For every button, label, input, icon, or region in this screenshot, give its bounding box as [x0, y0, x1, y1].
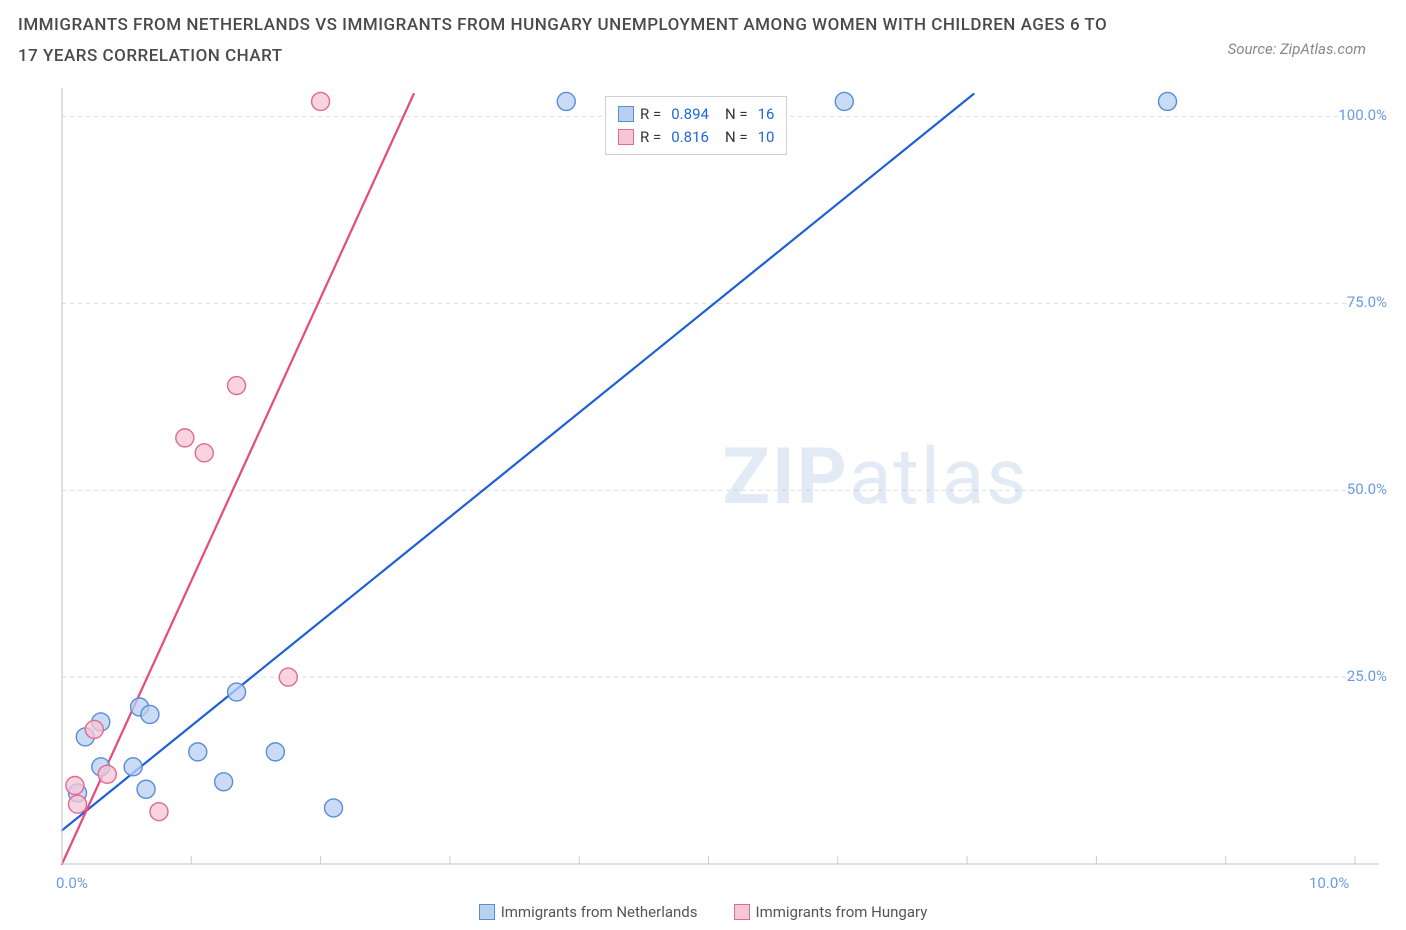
legend-row: R = 0.816 N = 10 [618, 126, 774, 149]
series-legend-item: Immigrants from Hungary [734, 903, 928, 921]
legend-n-value: 16 [758, 103, 775, 126]
chart-area: Unemployment Among Women with Children A… [50, 84, 1385, 874]
plot-svg [60, 84, 1385, 874]
legend-swatch [618, 129, 634, 145]
source-name: ZipAtlas.com [1280, 40, 1366, 58]
y-tick-label: 100.0% [1338, 106, 1387, 124]
x-tick-label: 0.0% [56, 874, 88, 892]
series-legend-label: Immigrants from Netherlands [501, 903, 698, 921]
source-attribution: Source: ZipAtlas.com [1228, 40, 1366, 58]
legend-r-value: 0.816 [671, 126, 709, 149]
legend-n-label: N = [725, 126, 748, 149]
legend-swatch [734, 904, 750, 920]
legend-n-value: 10 [758, 126, 775, 149]
legend-n-label: N = [725, 103, 748, 126]
legend-swatch [479, 904, 495, 920]
series-legend-label: Immigrants from Hungary [756, 903, 928, 921]
legend-swatch [618, 106, 634, 122]
bottom-legend: Immigrants from Netherlands Immigrants fr… [0, 903, 1406, 924]
legend-r-label: R = [640, 126, 661, 149]
y-tick-label: 75.0% [1347, 293, 1387, 311]
y-tick-label: 50.0% [1347, 480, 1387, 498]
chart-header: IMMIGRANTS FROM NETHERLANDS VS IMMIGRANT… [18, 10, 1388, 71]
series-legend-item: Immigrants from Netherlands [479, 903, 698, 921]
legend-r-value: 0.894 [671, 103, 709, 126]
chart-title: IMMIGRANTS FROM NETHERLANDS VS IMMIGRANT… [18, 10, 1118, 71]
legend-row: R = 0.894 N = 16 [618, 103, 774, 126]
x-tick-label: 10.0% [1309, 874, 1349, 892]
y-tick-label: 25.0% [1347, 667, 1387, 685]
correlation-legend: R = 0.894 N = 16 R = 0.816 N = 10 [605, 96, 787, 155]
source-label: Source: [1228, 40, 1277, 58]
scatter-plot: 25.0%50.0%75.0%100.0%0.0%10.0%ZIPatlasR … [60, 84, 1385, 874]
legend-r-label: R = [640, 103, 661, 126]
